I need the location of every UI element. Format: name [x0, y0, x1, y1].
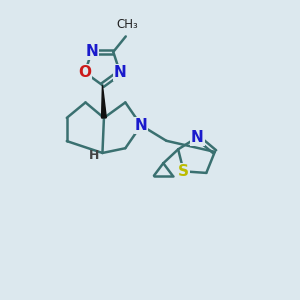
Polygon shape [102, 85, 106, 118]
Text: H: H [89, 149, 99, 162]
Text: S: S [178, 164, 189, 179]
Text: N: N [135, 118, 148, 133]
Text: N: N [85, 44, 98, 59]
Text: N: N [114, 65, 126, 80]
Text: CH₃: CH₃ [116, 18, 138, 31]
Text: N: N [191, 130, 204, 145]
Text: O: O [78, 65, 92, 80]
